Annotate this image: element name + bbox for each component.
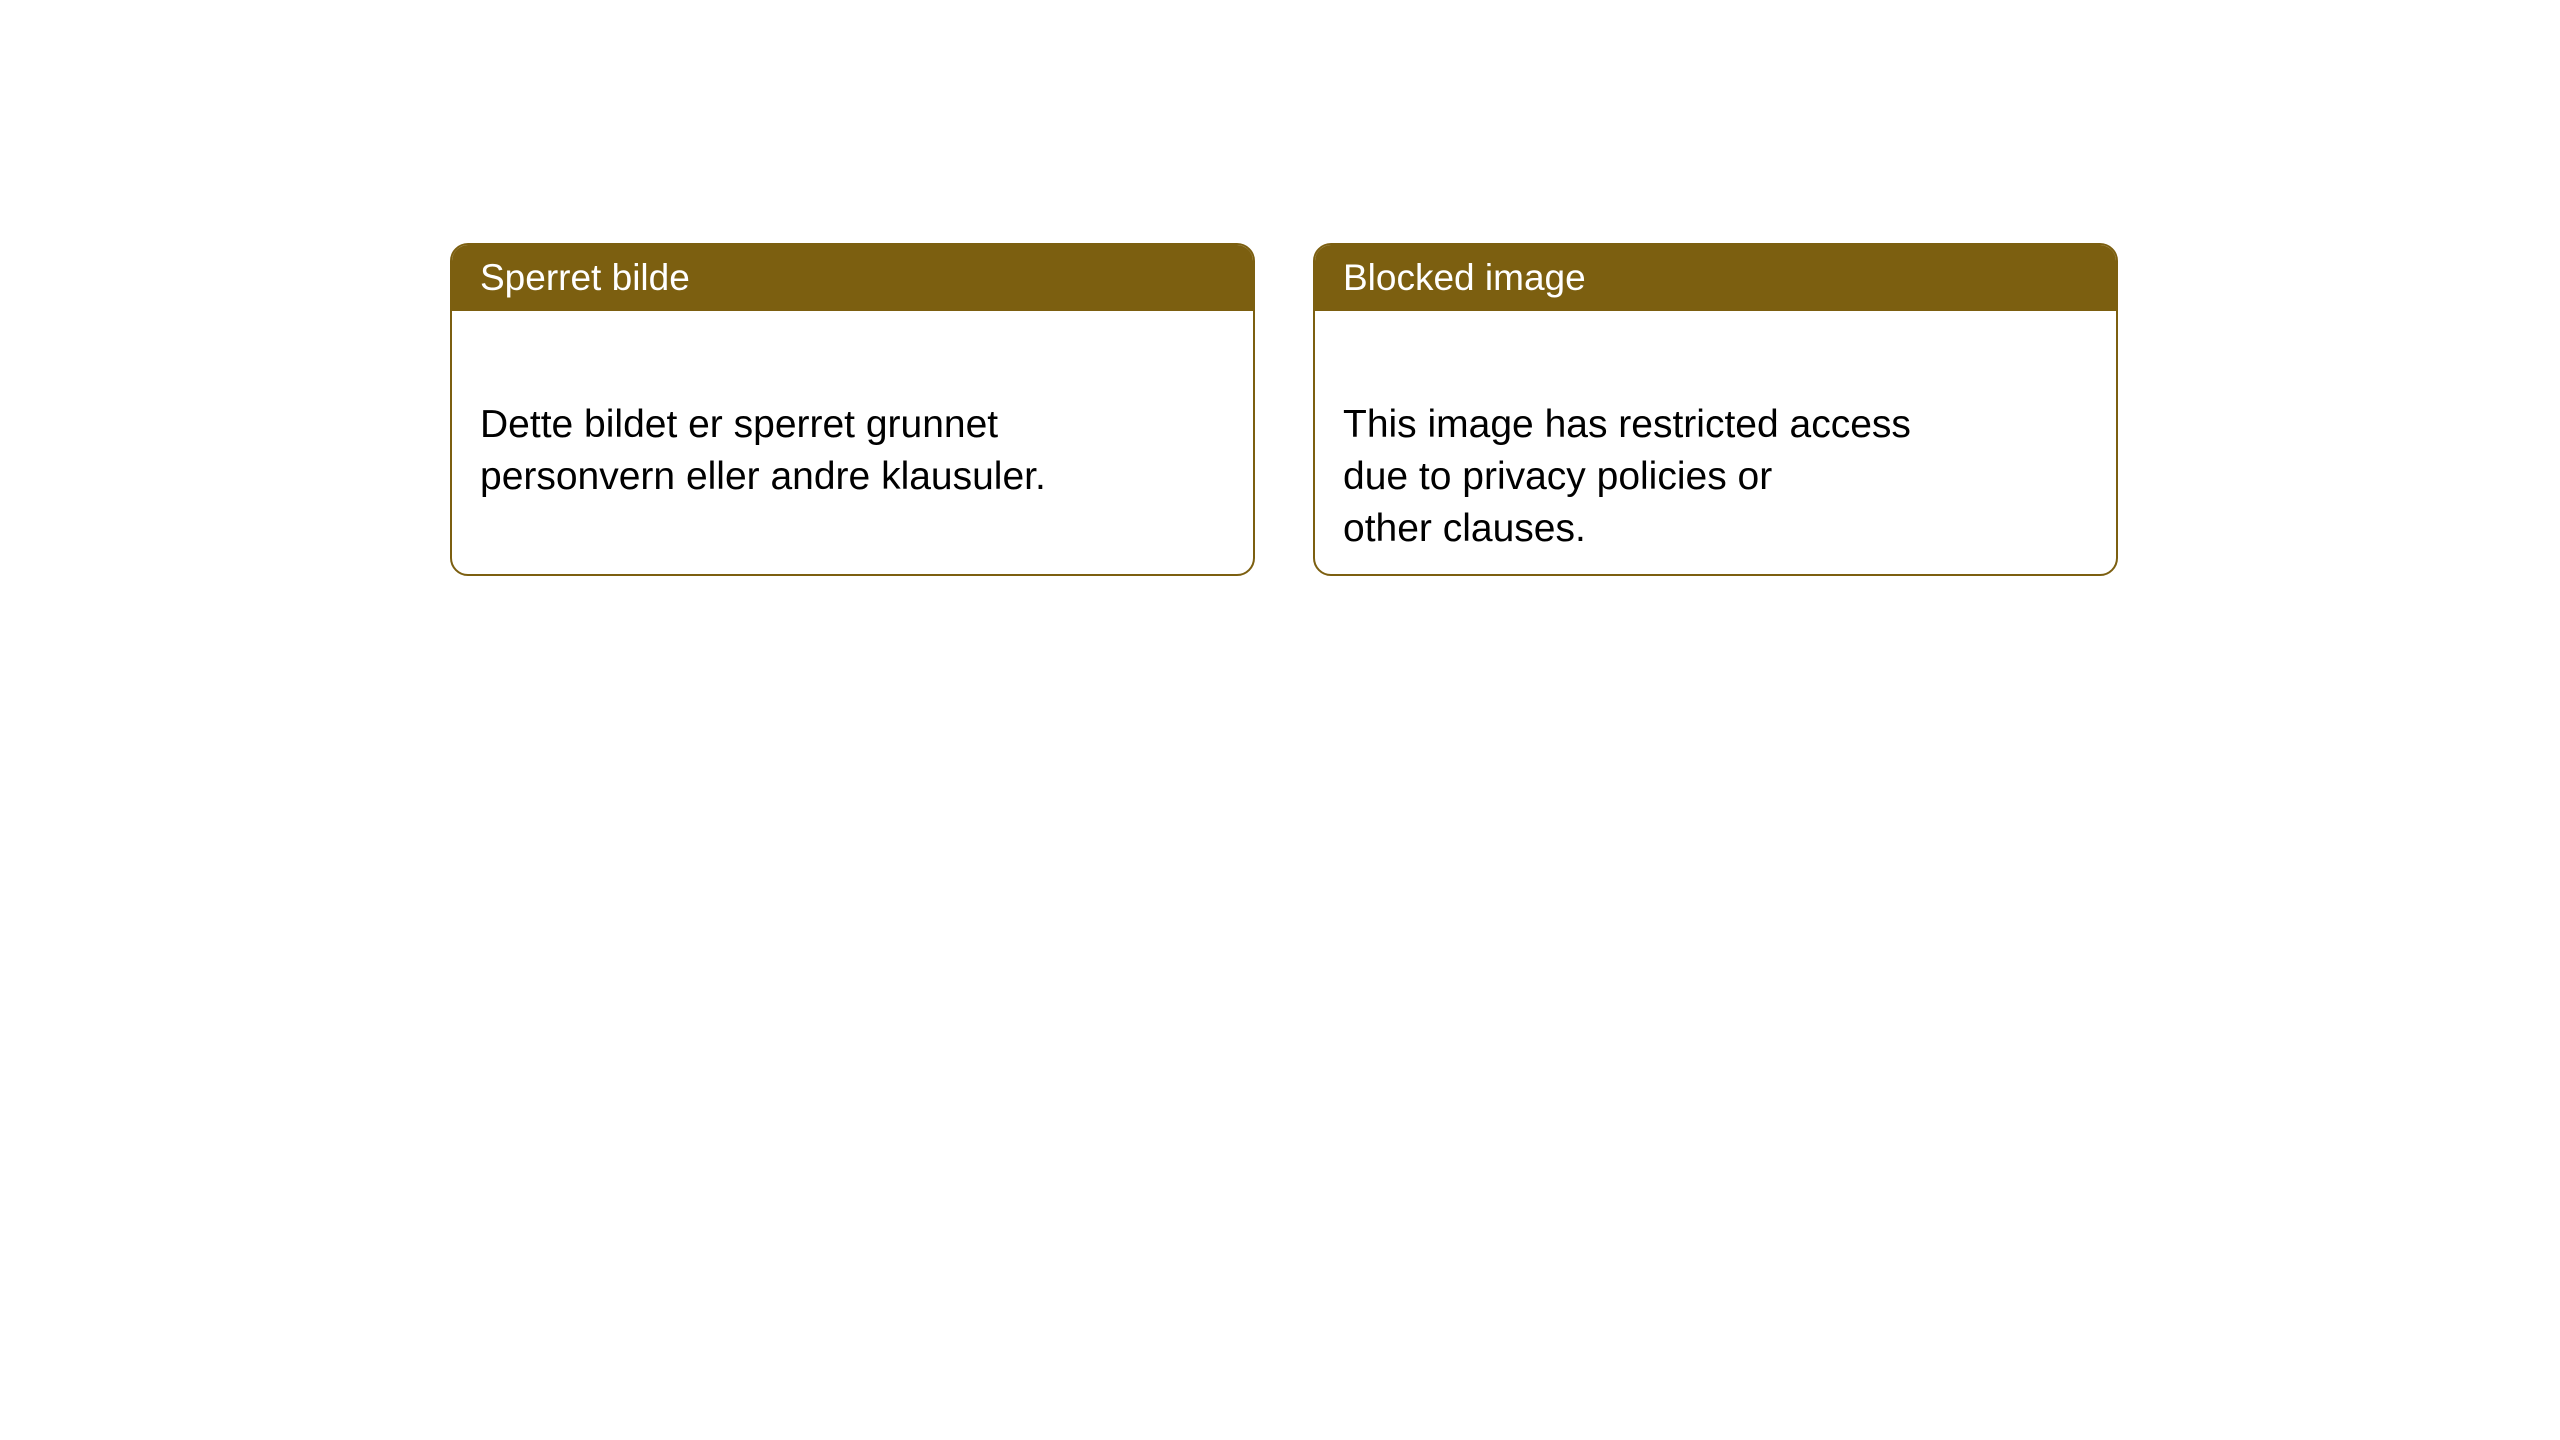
notice-container: Sperret bilde Dette bildet er sperret gr… bbox=[0, 0, 2560, 576]
notice-header: Blocked image bbox=[1315, 245, 2116, 311]
notice-body-text: This image has restricted access due to … bbox=[1343, 403, 1911, 550]
notice-card-norwegian: Sperret bilde Dette bildet er sperret gr… bbox=[450, 243, 1255, 576]
notice-body-text: Dette bildet er sperret grunnet personve… bbox=[480, 403, 1046, 498]
notice-header: Sperret bilde bbox=[452, 245, 1253, 311]
notice-body: Dette bildet er sperret grunnet personve… bbox=[452, 311, 1253, 539]
notice-title: Blocked image bbox=[1343, 257, 1586, 298]
notice-title: Sperret bilde bbox=[480, 257, 690, 298]
notice-card-english: Blocked image This image has restricted … bbox=[1313, 243, 2118, 576]
notice-body: This image has restricted access due to … bbox=[1315, 311, 2116, 576]
